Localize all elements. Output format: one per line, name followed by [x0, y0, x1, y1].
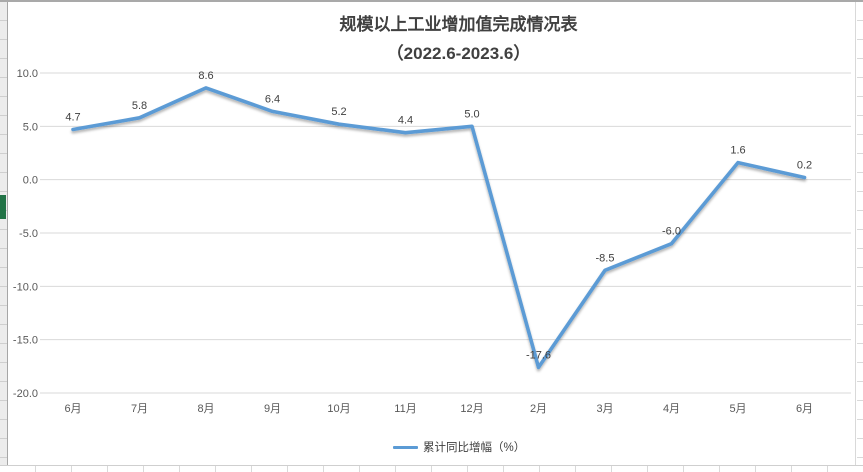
data-point-label: 1.6: [730, 145, 745, 157]
y-tick-label: 0.0: [23, 175, 38, 187]
y-tick-label: 5.0: [23, 121, 38, 133]
series-line: [71, 86, 807, 370]
data-point-label: 4.7: [65, 112, 80, 124]
data-point-label: -17.6: [526, 349, 551, 361]
data-point-label: -6.0: [662, 226, 681, 238]
plot-svg: 10.0 5.0 0.0 -5.0 -10.0 -15.0 -20.0 4.7 5.8 8.6 6…: [13, 68, 851, 415]
x-tick-label: 10月: [327, 403, 350, 415]
x-axis-tick-labels: 6月 7月 8月 9月 10月 11月 12月 2月 3月 4月 5月 6月: [64, 403, 813, 415]
x-tick-label: 6月: [796, 403, 813, 415]
x-tick-label: 7月: [131, 403, 148, 415]
x-tick-label: 5月: [729, 403, 746, 415]
bottom-cell-grid-strip: [0, 465, 863, 472]
line-chart[interactable]: 规模以上工业增加值完成情况表 （2022.6-2023.6） 10.0 5.0 0.…: [8, 2, 856, 465]
y-tick-label: -5.0: [19, 228, 38, 240]
row-header-strip[interactable]: [0, 2, 8, 465]
data-point-label: 5.2: [331, 106, 346, 118]
gridlines: [40, 72, 851, 394]
chart-legend[interactable]: 累计同比增幅（%）: [393, 439, 525, 455]
chart-title-block: 规模以上工业增加值完成情况表 （2022.6-2023.6）: [35, 10, 863, 68]
y-tick-label: -20.0: [13, 388, 38, 400]
x-tick-label: 8月: [197, 403, 214, 415]
x-tick-label: 9月: [264, 403, 281, 415]
data-point-label: 5.0: [464, 108, 479, 120]
y-axis-tick-labels: 10.0 5.0 0.0 -5.0 -10.0 -15.0 -20.0: [13, 68, 38, 400]
x-tick-label: 12月: [460, 403, 483, 415]
x-tick-label: 2月: [530, 403, 547, 415]
y-tick-label: -10.0: [13, 281, 38, 293]
right-cell-grid-strip: [857, 2, 863, 465]
legend-line-swatch: [393, 445, 418, 449]
x-tick-label: 11月: [394, 403, 416, 415]
x-tick-label: 6月: [64, 403, 81, 415]
y-tick-label: -15.0: [13, 335, 38, 347]
data-point-label: 0.2: [797, 160, 812, 172]
x-tick-label: 4月: [663, 403, 680, 415]
data-point-label: 8.6: [198, 70, 213, 82]
chart-title: 规模以上工业增加值完成情况表: [339, 15, 578, 34]
row-selection-marker: [0, 195, 6, 219]
series-group: [71, 86, 807, 370]
data-point-label: 6.4: [265, 93, 280, 105]
cell-grid-top-border: [0, 0, 863, 2]
x-tick-label: 3月: [596, 403, 613, 415]
y-tick-label: 10.0: [17, 68, 38, 80]
data-point-label: 5.8: [132, 100, 147, 112]
legend-series-label: 累计同比增幅（%）: [423, 442, 526, 454]
data-point-labels: 4.7 5.8 8.6 6.4 5.2 4.4 5.0 -17.6 -8.5 -6.0 1.6 0.2: [65, 70, 812, 361]
chart-subtitle: （2022.6-2023.6）: [386, 44, 531, 63]
data-point-label: -8.5: [596, 252, 615, 264]
data-point-label: 4.4: [398, 115, 413, 127]
